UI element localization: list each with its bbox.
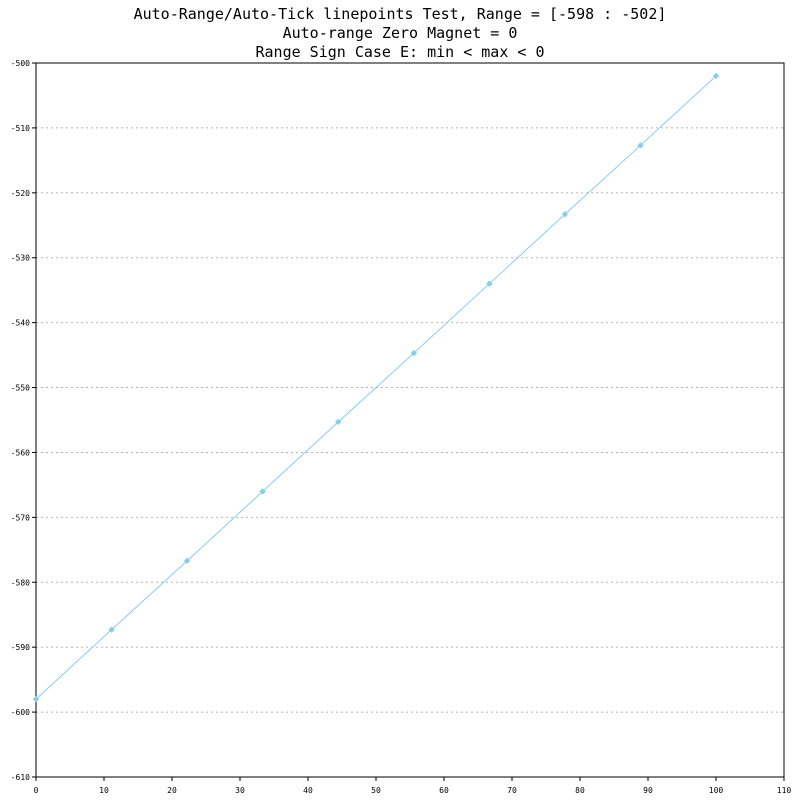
y-tick-label: -530 <box>11 254 30 263</box>
y-tick-label: -610 <box>11 773 30 782</box>
series-line <box>35 75 717 700</box>
x-tick-label: 50 <box>371 786 381 795</box>
chart-title-line-1: Auto-Range/Auto-Tick linepoints Test, Ra… <box>133 5 667 23</box>
y-tick-label: -500 <box>11 59 30 68</box>
data-point <box>259 488 266 495</box>
chart-title-line-2: Auto-range Zero Magnet = 0 <box>282 24 518 42</box>
x-tick-label: 80 <box>575 786 585 795</box>
data-point <box>637 142 644 149</box>
y-tick-label: -570 <box>11 513 30 522</box>
data-point <box>183 557 191 565</box>
x-tick-label: 40 <box>303 786 313 795</box>
y-tick-label: -590 <box>11 643 30 652</box>
x-tick-label: 10 <box>99 786 109 795</box>
x-tick-label: 110 <box>777 786 792 795</box>
y-tick-label: -560 <box>11 448 30 457</box>
data-point <box>486 280 493 287</box>
data-point <box>32 695 40 703</box>
x-tick-label: 30 <box>235 786 245 795</box>
x-tick-label: 90 <box>643 786 653 795</box>
data-point <box>108 626 115 633</box>
x-tick-label: 70 <box>507 786 517 795</box>
y-tick-label: -580 <box>11 578 30 587</box>
plot-frame <box>35 62 785 778</box>
chart-title-line-3: Range Sign Case E: min < max < 0 <box>255 43 545 61</box>
y-tick-label: -550 <box>11 384 30 393</box>
y-tick-label: -600 <box>11 708 30 717</box>
data-point <box>712 72 720 80</box>
y-tick-label: -540 <box>11 319 30 328</box>
x-tick-label: 100 <box>709 786 724 795</box>
x-tick-label: 0 <box>34 786 39 795</box>
x-tick-label: 60 <box>439 786 449 795</box>
data-point <box>334 418 342 426</box>
y-tick-label: -510 <box>11 124 30 133</box>
data-point <box>410 349 418 357</box>
data-point <box>561 211 569 218</box>
y-tick-label: -520 <box>11 189 30 198</box>
x-tick-label: 20 <box>167 786 177 795</box>
